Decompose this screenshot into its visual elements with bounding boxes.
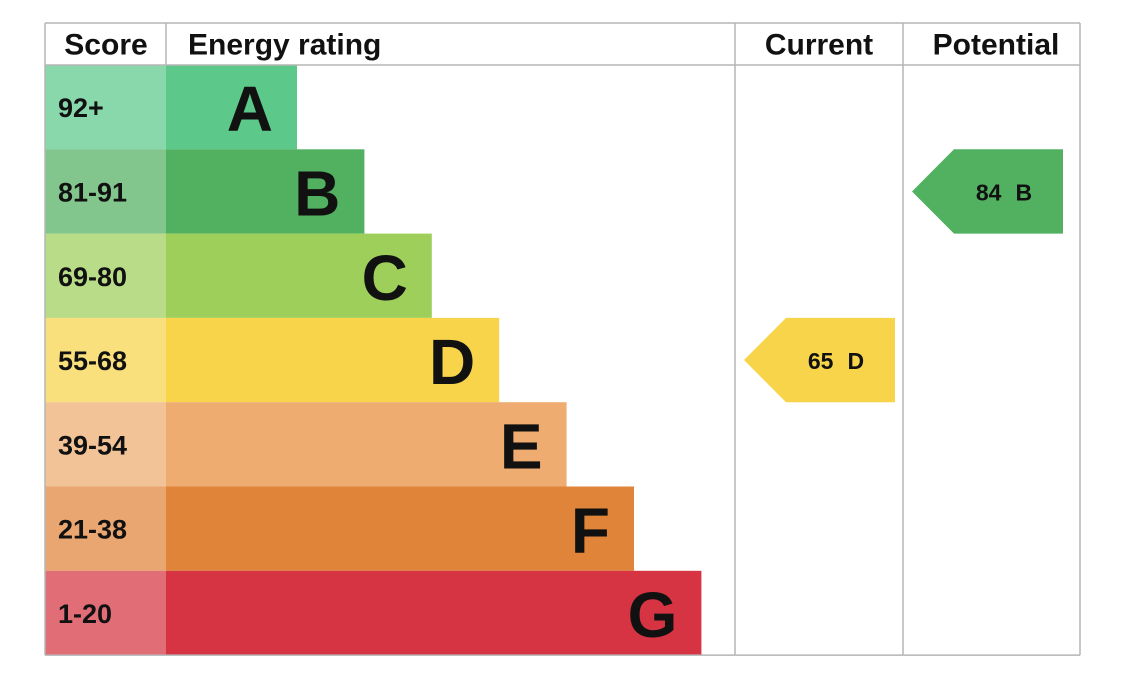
current-score: 65	[808, 348, 834, 374]
score-cell	[45, 317, 166, 403]
current-arrow	[744, 317, 895, 403]
score-cell	[45, 486, 166, 571]
rating-letter: F	[571, 495, 610, 567]
rating-bar	[166, 317, 500, 403]
score-label: 1-20	[58, 599, 112, 629]
rating-bar	[166, 65, 297, 150]
score-label: 55-68	[58, 346, 127, 376]
rating-letter: B	[294, 157, 340, 229]
score-label: 81-91	[58, 177, 127, 207]
rating-bar	[166, 402, 567, 487]
potential-score: 84	[976, 179, 1002, 205]
header-current: Current	[765, 29, 873, 62]
current-arrow-text: 65 D	[808, 348, 864, 374]
score-cell	[45, 233, 166, 318]
rating-bar	[166, 233, 432, 318]
score-cell	[45, 65, 166, 150]
potential-arrow-text: 84 B	[976, 179, 1032, 205]
rating-bar	[166, 570, 702, 656]
score-label: 21-38	[58, 515, 127, 545]
score-label: 39-54	[58, 430, 127, 460]
rating-letter: G	[628, 579, 678, 651]
rating-letter: C	[362, 242, 408, 314]
current-rating: D	[847, 348, 864, 374]
score-label: 69-80	[58, 262, 127, 292]
header-score: Score	[64, 29, 147, 62]
score-cell	[45, 149, 166, 234]
potential-arrow	[912, 149, 1063, 234]
rating-letter: A	[227, 73, 273, 145]
potential-rating: B	[1015, 179, 1032, 205]
rating-letter: E	[500, 410, 543, 482]
rating-bar	[166, 149, 365, 234]
rating-bar	[166, 486, 634, 571]
header-energy-rating: Energy rating	[188, 29, 381, 62]
score-cell	[45, 402, 166, 487]
score-label: 92+	[58, 93, 104, 123]
score-cell	[45, 570, 166, 656]
rating-letter: D	[429, 326, 475, 398]
header-potential: Potential	[933, 29, 1060, 62]
